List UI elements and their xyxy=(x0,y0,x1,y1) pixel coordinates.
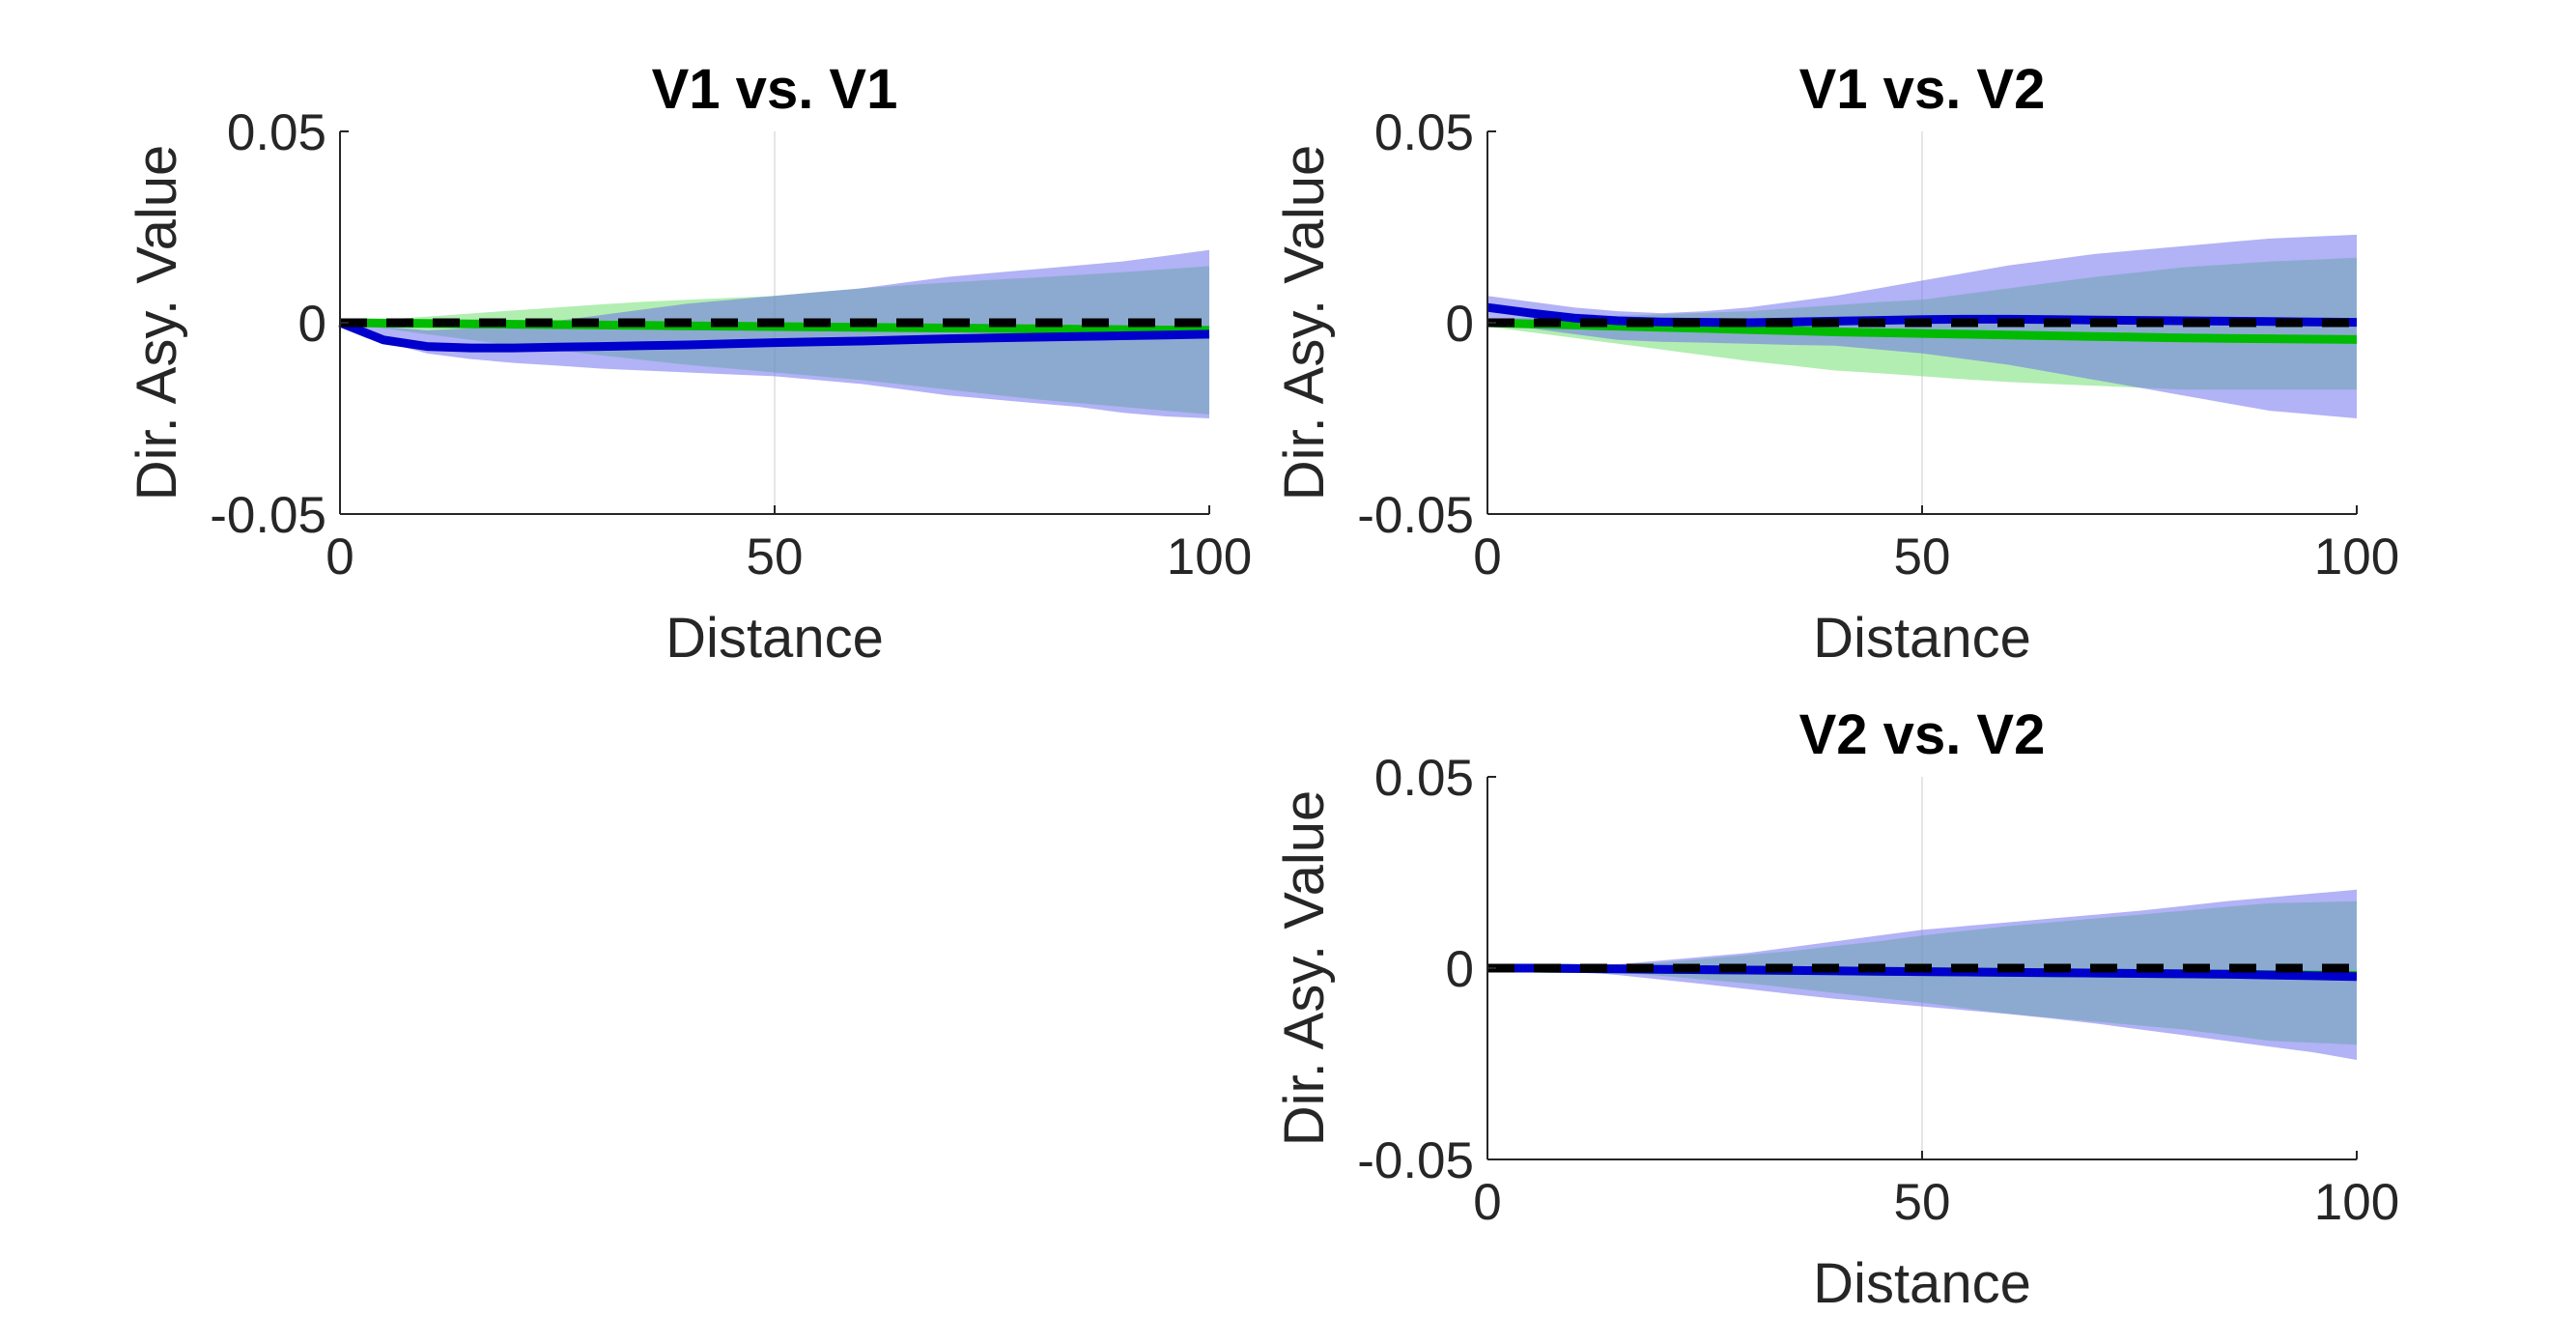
x-tick-label: 100 xyxy=(2314,1174,2399,1231)
chart-title: V1 vs. V2 xyxy=(1799,58,2046,121)
x-axis-label: Distance xyxy=(1813,607,2031,670)
y-axis-label: Dir. Asy. Value xyxy=(126,145,188,501)
y-tick-label: 0.05 xyxy=(227,104,326,161)
x-tick-label: 0 xyxy=(1473,529,1501,586)
x-tick-label: 50 xyxy=(1894,1174,1951,1231)
x-tick-label: 50 xyxy=(1894,529,1951,586)
blue-confidence-band xyxy=(340,249,1209,418)
x-axis-label: Distance xyxy=(1813,1252,2031,1315)
y-tick-label: 0.05 xyxy=(1374,104,1474,161)
y-tick-label: 0.05 xyxy=(1374,750,1474,807)
x-tick-label: 0 xyxy=(326,529,354,586)
y-tick-label: -0.05 xyxy=(1357,487,1474,544)
y-axis-label: Dir. Asy. Value xyxy=(1273,145,1336,501)
x-axis-label: Distance xyxy=(665,607,884,670)
y-tick-label: 0 xyxy=(298,296,326,353)
chart-title: V2 vs. V2 xyxy=(1799,703,2046,766)
x-tick-label: 50 xyxy=(747,529,804,586)
y-tick-label: -0.05 xyxy=(1357,1132,1474,1189)
chart-title: V1 vs. V1 xyxy=(652,58,898,121)
y-axis-label: Dir. Asy. Value xyxy=(1273,790,1336,1147)
x-tick-label: 100 xyxy=(1167,529,1252,586)
y-tick-label: -0.05 xyxy=(210,487,326,544)
blue-mean-line xyxy=(338,318,1210,353)
y-tick-label: 0 xyxy=(1446,941,1474,998)
x-tick-label: 0 xyxy=(1473,1174,1501,1231)
y-tick-label: 0 xyxy=(1446,296,1474,353)
x-tick-label: 100 xyxy=(2314,529,2399,586)
